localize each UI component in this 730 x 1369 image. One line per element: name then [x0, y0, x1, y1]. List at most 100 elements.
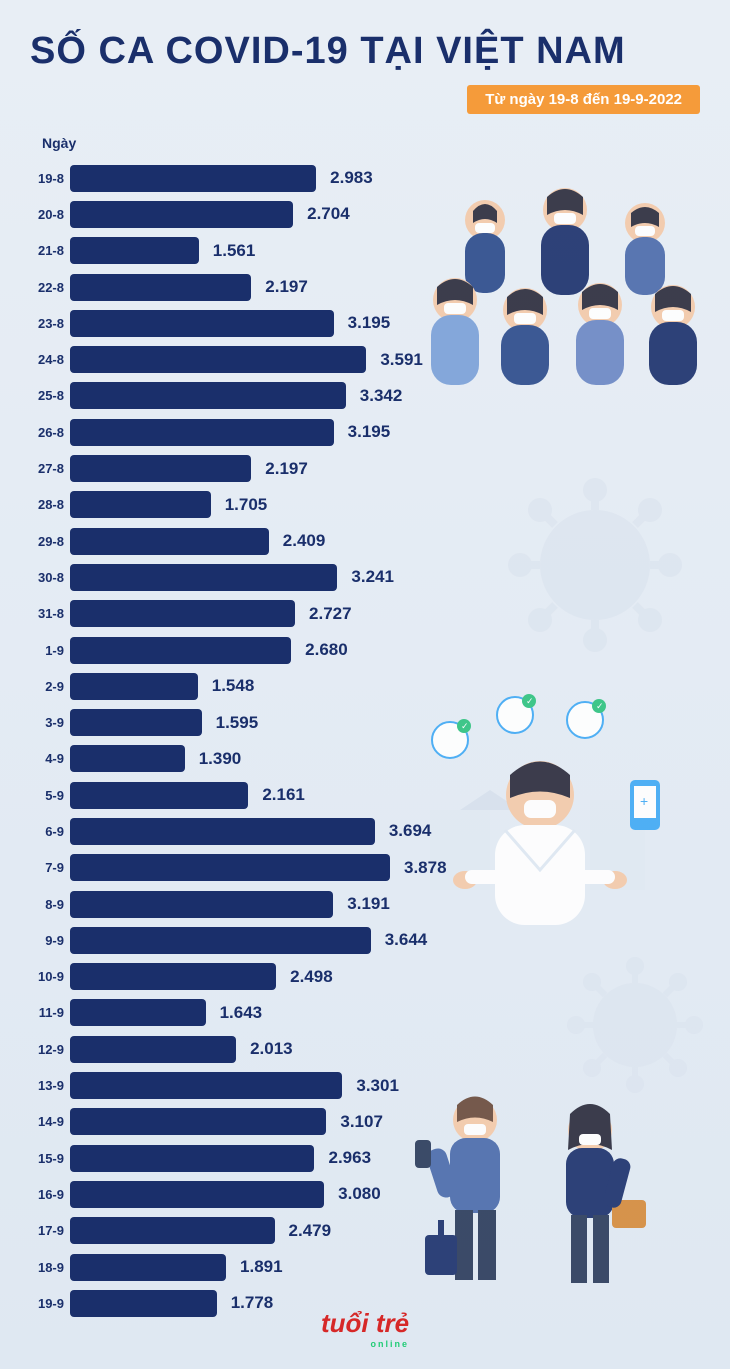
bar: [70, 673, 198, 700]
value-label: 2.409: [283, 531, 326, 551]
date-label: 7-9: [30, 860, 70, 875]
bar: [70, 1217, 275, 1244]
value-label: 2.680: [305, 640, 348, 660]
value-label: 2.727: [309, 604, 352, 624]
bar-wrap: 3.191: [70, 891, 700, 918]
bar-row: 24-8 3.591: [30, 341, 700, 377]
bar-wrap: 2.161: [70, 782, 700, 809]
value-label: 3.878: [404, 858, 447, 878]
value-label: 1.390: [199, 749, 242, 769]
date-label: 24-8: [30, 352, 70, 367]
date-range-badge: Từ ngày 19-8 đến 19-9-2022: [467, 85, 700, 114]
bar-wrap: 3.591: [70, 346, 700, 373]
date-label: 29-8: [30, 534, 70, 549]
bar: [70, 419, 334, 446]
bar-wrap: 3.195: [70, 310, 700, 337]
date-label: 15-9: [30, 1151, 70, 1166]
date-label: 30-8: [30, 570, 70, 585]
logo-sub: online: [321, 1339, 409, 1349]
bar: [70, 346, 366, 373]
bar: [70, 999, 206, 1026]
bar-row: 27-8 2.197: [30, 450, 700, 486]
bar: [70, 1072, 342, 1099]
date-label: 3-9: [30, 715, 70, 730]
bar-wrap: 2.197: [70, 455, 700, 482]
value-label: 1.595: [216, 713, 259, 733]
bar-row: 22-82.197: [30, 269, 700, 305]
bar-wrap: 3.878: [70, 854, 700, 881]
date-label: 31-8: [30, 606, 70, 621]
date-label: 8-9: [30, 897, 70, 912]
bar-wrap: 3.080: [70, 1181, 700, 1208]
value-label: 1.561: [213, 241, 256, 261]
bar-row: 3-9 1.595: [30, 704, 700, 740]
value-label: 1.548: [212, 676, 255, 696]
bar-row: 10-92.498: [30, 959, 700, 995]
bar-row: 23-83.195: [30, 305, 700, 341]
date-label: 16-9: [30, 1187, 70, 1202]
value-label: 1.643: [220, 1003, 263, 1023]
bar: [70, 310, 334, 337]
bar: [70, 1036, 236, 1063]
bar-row: 25-83.342: [30, 378, 700, 414]
date-label: 13-9: [30, 1078, 70, 1093]
bar: [70, 600, 295, 627]
value-label: 3.080: [338, 1184, 381, 1204]
value-label: 1.891: [240, 1257, 283, 1277]
infographic-container: SỐ CA COVID-19 TẠI VIỆT NAM Từ ngày 19-8…: [0, 0, 730, 1369]
date-label: 18-9: [30, 1260, 70, 1275]
bar-row: 20-82.704: [30, 196, 700, 232]
bar: [70, 1108, 326, 1135]
value-label: 2.013: [250, 1039, 293, 1059]
value-label: 3.342: [360, 386, 403, 406]
date-label: 2-9: [30, 679, 70, 694]
date-label: 11-9: [30, 1005, 70, 1020]
page-title: SỐ CA COVID-19 TẠI VIỆT NAM: [30, 30, 626, 73]
value-label: 3.644: [385, 930, 428, 950]
bar: [70, 455, 251, 482]
value-label: 3.591: [380, 350, 423, 370]
bar-row: 21-81.561: [30, 233, 700, 269]
value-label: 2.197: [265, 277, 308, 297]
bar-row: 17-92.479: [30, 1213, 700, 1249]
value-label: 2.983: [330, 168, 373, 188]
bar-wrap: 3.195: [70, 419, 700, 446]
date-label: 5-9: [30, 788, 70, 803]
date-label: 4-9: [30, 751, 70, 766]
bar-wrap: 2.409: [70, 528, 700, 555]
bar: [70, 854, 390, 881]
bar-wrap: 3.241: [70, 564, 700, 591]
value-label: 2.963: [328, 1148, 371, 1168]
bar: [70, 201, 293, 228]
bar-wrap: 2.983: [70, 165, 700, 192]
bar: [70, 237, 199, 264]
bar-wrap: 2.704: [70, 201, 700, 228]
bar-row: 26-83.195: [30, 414, 700, 450]
bar-row: 18-9 1.891: [30, 1249, 700, 1285]
logo-main: tuổi trẻ: [321, 1308, 409, 1338]
bar-wrap: 1.390: [70, 745, 700, 772]
value-label: 2.704: [307, 204, 350, 224]
bar-row: 7-9 3.878: [30, 850, 700, 886]
bar-row: 19-8 2.983: [30, 160, 700, 196]
bar: [70, 782, 248, 809]
bar-row: 1-92.680: [30, 632, 700, 668]
bar: [70, 745, 185, 772]
y-axis-label: Ngày: [42, 135, 76, 151]
bar-wrap: 2.013: [70, 1036, 700, 1063]
date-label: 9-9: [30, 933, 70, 948]
bar-row: 2-9 1.548: [30, 668, 700, 704]
bar-row: 14-93.107: [30, 1104, 700, 1140]
bar-row: 5-92.161: [30, 777, 700, 813]
date-label: 28-8: [30, 497, 70, 512]
date-label: 19-8: [30, 171, 70, 186]
bar-wrap: 3.107: [70, 1108, 700, 1135]
date-label: 27-8: [30, 461, 70, 476]
date-label: 14-9: [30, 1114, 70, 1129]
bar: [70, 564, 337, 591]
bar: [70, 709, 202, 736]
date-label: 6-9: [30, 824, 70, 839]
value-label: 1.705: [225, 495, 268, 515]
value-label: 2.197: [265, 459, 308, 479]
bar-row: 31-8 2.727: [30, 596, 700, 632]
